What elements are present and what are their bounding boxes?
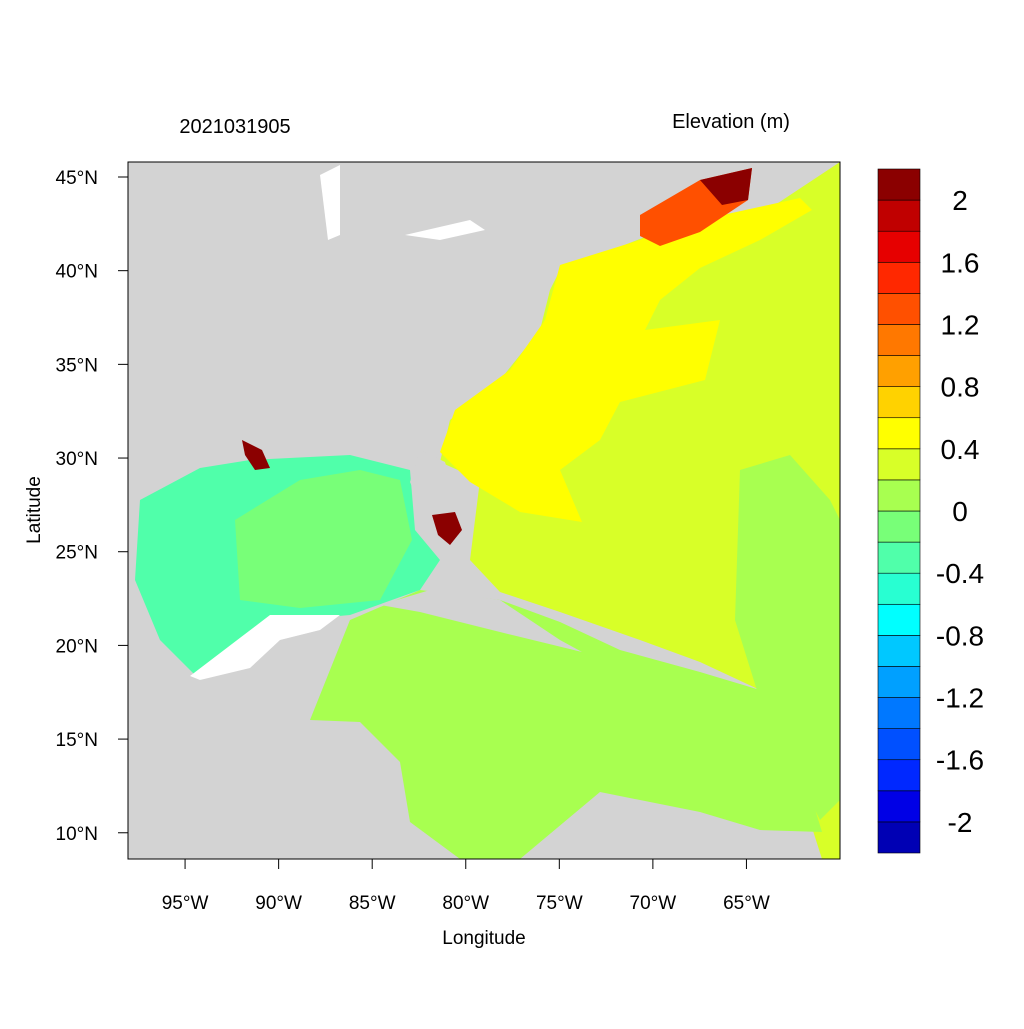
colorbar-bin (877, 293, 921, 325)
colorbar-bin (877, 510, 921, 543)
ocean-region (235, 470, 412, 608)
colorbar-bin (877, 790, 921, 823)
x-tick-label: 65°W (723, 893, 770, 914)
coast (190, 615, 340, 680)
colorbar-bin (877, 635, 921, 667)
plot-frame (127, 161, 841, 860)
y-tick-label: 35°N (56, 355, 98, 376)
colorbar-bin (877, 666, 921, 698)
colorbar-bin (877, 168, 921, 201)
colorbar-label: -0.8 (936, 620, 984, 651)
lake (405, 220, 485, 240)
colorbar-label: 0.4 (941, 434, 980, 465)
colorbar-bin (877, 355, 921, 387)
colorbar-bin (877, 728, 921, 761)
colorbar-bin (877, 230, 921, 263)
ocean-region (700, 168, 752, 205)
x-tick-label: 75°W (536, 893, 583, 914)
colorbar-bin (877, 821, 921, 854)
ocean-region (735, 455, 840, 820)
y-tick-label: 45°N (56, 168, 98, 189)
y-tick-label: 10°N (56, 824, 98, 845)
x-tick-label: 85°W (349, 893, 396, 914)
x-tick-label: 90°W (255, 893, 302, 914)
y-tick-label: 15°N (56, 730, 98, 751)
y-axis-label: Latitude (24, 476, 45, 544)
colorbar-bin (877, 261, 921, 294)
colorbar-label: -1.2 (936, 683, 984, 714)
colorbar-bin (877, 479, 921, 512)
map-title: 2021031905 (179, 116, 290, 138)
ocean-region (310, 590, 822, 859)
coast-region (242, 440, 270, 470)
colorbar-label: 1.6 (941, 247, 980, 278)
colorbar-label: -0.4 (936, 558, 984, 589)
colorbar-bin (877, 603, 921, 636)
y-tick-label: 40°N (56, 262, 98, 283)
y-tick-label: 20°N (56, 636, 98, 657)
colorbar-label: 1.2 (941, 309, 980, 340)
colorbar-label: 0 (952, 496, 968, 527)
colorbar-bin (877, 386, 921, 419)
x-tick-label: 95°W (162, 893, 209, 914)
lake (320, 165, 340, 240)
x-axis-label: Longitude (442, 928, 525, 949)
colorbar-label: 2 (952, 185, 968, 216)
map-shapes (128, 162, 840, 859)
colorbar-bin (877, 759, 921, 792)
land (380, 590, 582, 652)
y-tick-label: 25°N (56, 543, 98, 564)
x-tick-label: 80°W (442, 893, 489, 914)
colorbar-label: -2 (948, 807, 973, 838)
colorbar-bin (877, 541, 921, 574)
y-tick-label: 30°N (56, 449, 98, 470)
ocean-region (440, 198, 812, 522)
colorbar-bin (877, 697, 921, 729)
variable-title: Elevation (m) (672, 111, 790, 133)
colorbar-label: 0.8 (941, 372, 980, 403)
colorbar-label: -1.6 (936, 745, 984, 776)
colorbar-bin (877, 572, 921, 605)
coast-region (432, 512, 462, 545)
colorbar-bin (877, 417, 921, 450)
x-tick-label: 70°W (630, 893, 677, 914)
colorbar-bin (877, 324, 921, 356)
colorbar-bin (877, 448, 921, 481)
colorbar-bin (877, 199, 921, 232)
